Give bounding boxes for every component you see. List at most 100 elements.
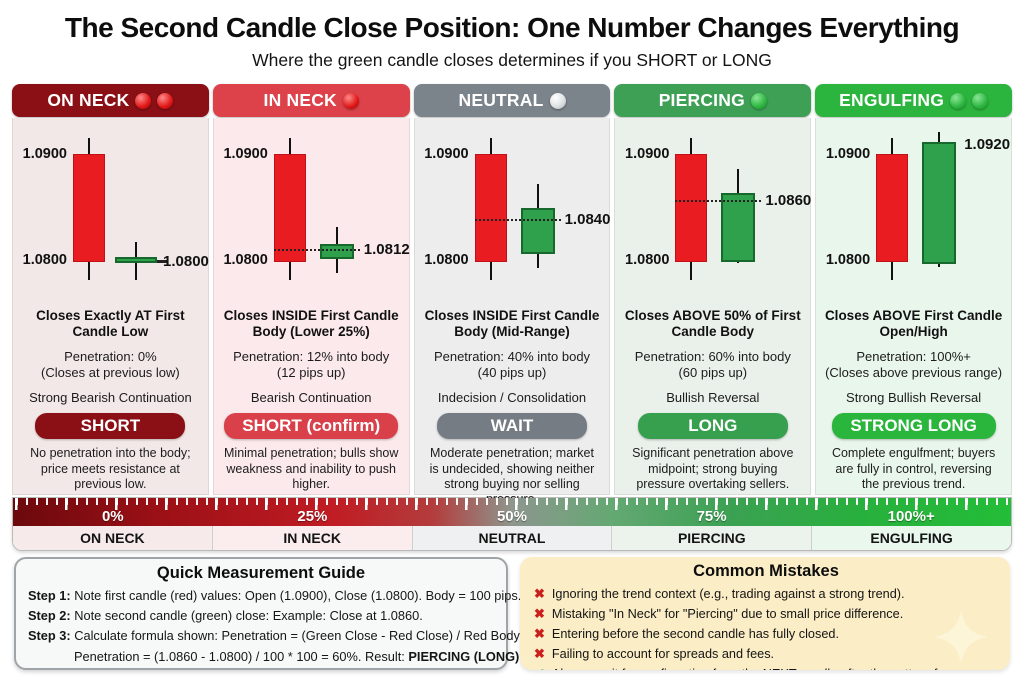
price-label-high: 1.0900 [625,146,670,162]
pattern-name-strip: ON NECK IN NECK NEUTRAL PIERCING ENGULFI… [13,526,1011,550]
red-candle-body [876,154,909,262]
price-label-high: 1.0900 [223,146,268,162]
neutral-dot-icon [549,92,566,109]
red-candle-body [675,154,708,262]
mistake-item: ✔ Always wait for confirmation from the … [534,664,998,670]
mistake-item: ✖ Mistaking "In Neck" for "Piercing" due… [534,604,998,624]
close-price-label: 1.0812 [363,241,410,258]
cross-icon: ✖ [534,626,545,642]
scale-name-piercing: PIERCING [612,526,813,550]
red-candle-body [273,154,306,262]
mistake-item: ✖ Entering before the second candle has … [534,624,998,644]
column-in-neck: IN NECK 1.0900 1.0800 1.0812 Closes INSI… [212,84,410,495]
mistake-item: ✖ Failing to account for spreads and fee… [534,644,998,664]
green-candle-body [922,142,957,264]
sparkle-icon [933,609,989,665]
price-label-low: 1.0800 [625,252,670,268]
candlestick-chart: 1.0900 1.0800 1.0860 [615,132,812,304]
column-header-label: NEUTRAL [458,90,544,110]
column-on-neck: ON NECK 1.0900 1.0800 1.0800 Closes Exac… [12,84,209,495]
close-level-line [675,200,762,202]
green-dot-icon [972,92,989,109]
cross-icon: ✖ [534,606,545,622]
column-engulfing: ENGULFING 1.0900 1.0800 1.0920 Closes AB… [815,84,1012,495]
column-header-in-neck: IN NECK [212,84,410,117]
close-price-label: 1.0840 [564,211,611,228]
green-candle-body [520,208,555,254]
explanation-note: Complete engulfment; buyers are fully in… [831,446,996,491]
action-badge-strong-long: STRONG LONG [831,413,996,440]
scale-name-neutral: NEUTRAL [412,526,613,550]
close-level-line [273,249,360,251]
close-price-label: 1.0860 [765,192,812,209]
column-header-on-neck: ON NECK [12,84,209,117]
action-badge-long: LONG [637,413,788,440]
close-level-dash [157,260,167,263]
close-level-line [474,219,561,221]
price-label-high: 1.0900 [424,146,469,162]
candlestick-chart: 1.0900 1.0800 1.0920 [816,132,1011,304]
pattern-title: Closes ABOVE 50% of First Candle Body [624,308,801,339]
explanation-note: Moderate penetration; market is undecide… [429,446,595,506]
candlestick-chart: 1.0900 1.0800 1.0812 [214,132,410,304]
pattern-title: Closes ABOVE First Candle Open/High [824,308,1003,339]
scale-name-on-neck: ON NECK [13,526,213,550]
penetration-scale: 0% 25% 50% 75% 100%+ ON NECK IN NECK NEU… [12,497,1012,551]
explanation-note: Significant penetration above midpoint; … [632,446,794,491]
bias-label: Strong Bullish Reversal [846,390,982,406]
red-dot-icon [135,92,152,109]
green-dot-icon [950,92,967,109]
scale-name-in-neck: IN NECK [212,526,413,550]
pattern-comparison-panel: ON NECK 1.0900 1.0800 1.0800 Closes Exac… [12,84,1012,551]
column-header-neutral: NEUTRAL [413,84,611,117]
candlestick-chart: 1.0900 1.0800 1.0840 [415,132,610,304]
scale-percent-label: 50% [496,508,527,525]
pattern-title: Closes INSIDE First Candle Body (Mid-Ran… [424,308,600,339]
action-badge-wait: WAIT [436,413,587,440]
close-price-label: 1.0920 [964,136,1011,153]
close-price-label: 1.0800 [163,253,209,270]
guide-step-3: Step 3: Calculate formula shown: Penetra… [28,628,557,644]
penetration-text: Penetration: 100%+ (Closes above previou… [825,348,1003,381]
guide-step-1: Step 1: Note first candle (red) values: … [28,588,522,603]
bias-label: Bullish Reversal [666,390,760,406]
guide-formula: Penetration = (1.0860 - 1.0800) / 100 * … [74,648,520,664]
price-label-low: 1.0800 [424,252,469,268]
red-dot-icon [157,92,174,109]
scale-percent-label: 75% [696,508,727,525]
mistake-item: ✖ Ignoring the trend context (e.g., trad… [534,584,998,604]
candlestick-chart: 1.0900 1.0800 1.0800 [13,132,209,304]
scale-percent-label: 25% [297,508,328,525]
price-label-low: 1.0800 [223,252,268,268]
mistakes-title: Common Mistakes [693,562,839,580]
price-label-high: 1.0900 [22,146,67,162]
green-candle-body [721,193,756,262]
scale-percent-label: 100%+ [887,508,935,525]
action-badge-short-confirm: SHORT (confirm) [224,413,399,440]
penetration-text: Penetration: 40% into body (40 pips up) [433,348,591,381]
page-subtitle: Where the green candle closes determines… [252,50,772,70]
bias-label: Strong Bearish Continuation [29,390,192,406]
green-dot-icon [750,92,767,109]
scale-percent-label: 0% [101,508,124,525]
column-header-label: ON NECK [47,90,130,110]
check-icon: ✔ [534,664,545,670]
pattern-title: Closes Exactly AT First Candle Low [36,308,185,339]
ruler-major-ticks [15,498,1011,510]
penetration-gradient-ruler: 0% 25% 50% 75% 100%+ [13,498,1011,526]
scale-name-engulfing: ENGULFING [812,526,1011,550]
red-candle-body [474,154,507,262]
red-candle-body [73,154,105,262]
column-header-piercing: PIERCING [614,84,812,117]
action-badge-short: SHORT [35,413,186,440]
explanation-note: No penetration into the body; price meet… [30,446,191,491]
price-label-high: 1.0900 [825,146,871,162]
penetration-text: Penetration: 60% into body (60 pips up) [634,348,791,381]
cross-icon: ✖ [534,646,545,662]
column-header-engulfing: ENGULFING [815,84,1012,117]
price-label-low: 1.0800 [825,252,871,268]
column-neutral: NEUTRAL 1.0900 1.0800 1.0840 Closes INSI… [413,84,611,506]
pattern-title: Closes INSIDE First Candle Body (Lower 2… [223,308,399,339]
guide-title: Quick Measurement Guide [156,564,366,582]
guide-step-2: Step 2: Note second candle (green) close… [28,608,423,624]
